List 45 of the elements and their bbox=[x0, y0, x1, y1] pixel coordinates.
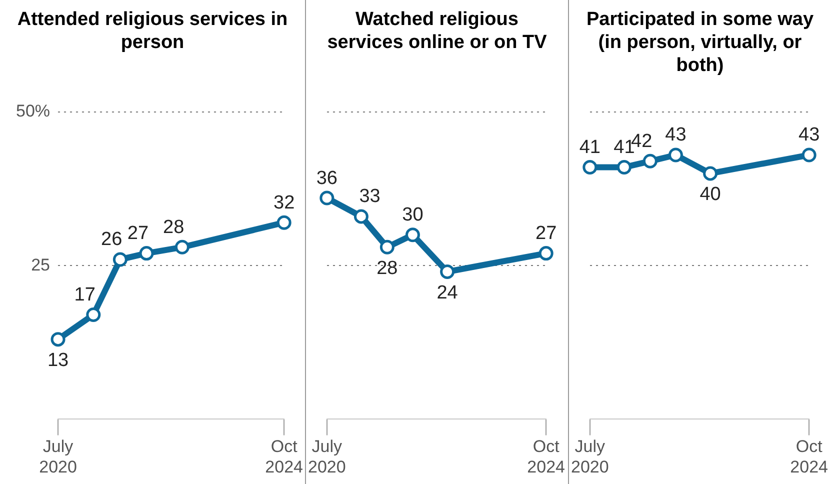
chart-title: Participated in some way (in person, virtually, or both) bbox=[585, 8, 815, 78]
data-label: 27 bbox=[127, 223, 149, 244]
data-label: 40 bbox=[700, 184, 721, 206]
point bbox=[112, 252, 128, 267]
point bbox=[276, 215, 292, 230]
point bbox=[642, 154, 658, 168]
data-label: 33 bbox=[359, 186, 380, 208]
data-label: 28 bbox=[163, 216, 184, 238]
point bbox=[354, 209, 368, 224]
data-label: 36 bbox=[316, 168, 338, 189]
data-label: 27 bbox=[536, 223, 557, 244]
data-label: 41 bbox=[579, 137, 600, 158]
x-tick-label: Oct 2024 bbox=[790, 437, 828, 476]
chart-title: Attended religious services in person bbox=[16, 8, 289, 55]
data-label: 28 bbox=[376, 258, 398, 279]
x-tick-label: July 2020 bbox=[308, 437, 346, 476]
data-label: 32 bbox=[274, 192, 295, 214]
point bbox=[582, 160, 598, 175]
point bbox=[802, 148, 816, 162]
x-tick-label: Oct 2024 bbox=[527, 437, 566, 476]
point bbox=[405, 228, 420, 242]
y-tick-label: 25 bbox=[31, 255, 50, 274]
x-tick-label: July 2020 bbox=[570, 437, 609, 476]
point bbox=[139, 246, 154, 261]
data-label: 43 bbox=[665, 124, 686, 146]
point bbox=[174, 240, 190, 254]
point bbox=[703, 166, 718, 181]
point bbox=[538, 246, 554, 261]
x-tick-label: Oct 2024 bbox=[265, 437, 304, 476]
point bbox=[668, 148, 683, 162]
point bbox=[380, 240, 394, 254]
data-label: 24 bbox=[436, 282, 458, 304]
data-label: 30 bbox=[402, 204, 424, 226]
point bbox=[320, 190, 334, 206]
chart-title: Watched religious services online or on TV bbox=[326, 8, 548, 55]
y-tick-label: 50% bbox=[16, 102, 50, 121]
data-label: 43 bbox=[798, 124, 820, 146]
point bbox=[86, 308, 101, 322]
point bbox=[50, 332, 66, 347]
data-label: 17 bbox=[74, 284, 96, 306]
data-label: 13 bbox=[47, 350, 69, 372]
x-tick-label: July 2020 bbox=[39, 437, 77, 476]
data-label: 26 bbox=[101, 229, 122, 250]
point bbox=[616, 160, 632, 175]
point bbox=[440, 264, 455, 279]
